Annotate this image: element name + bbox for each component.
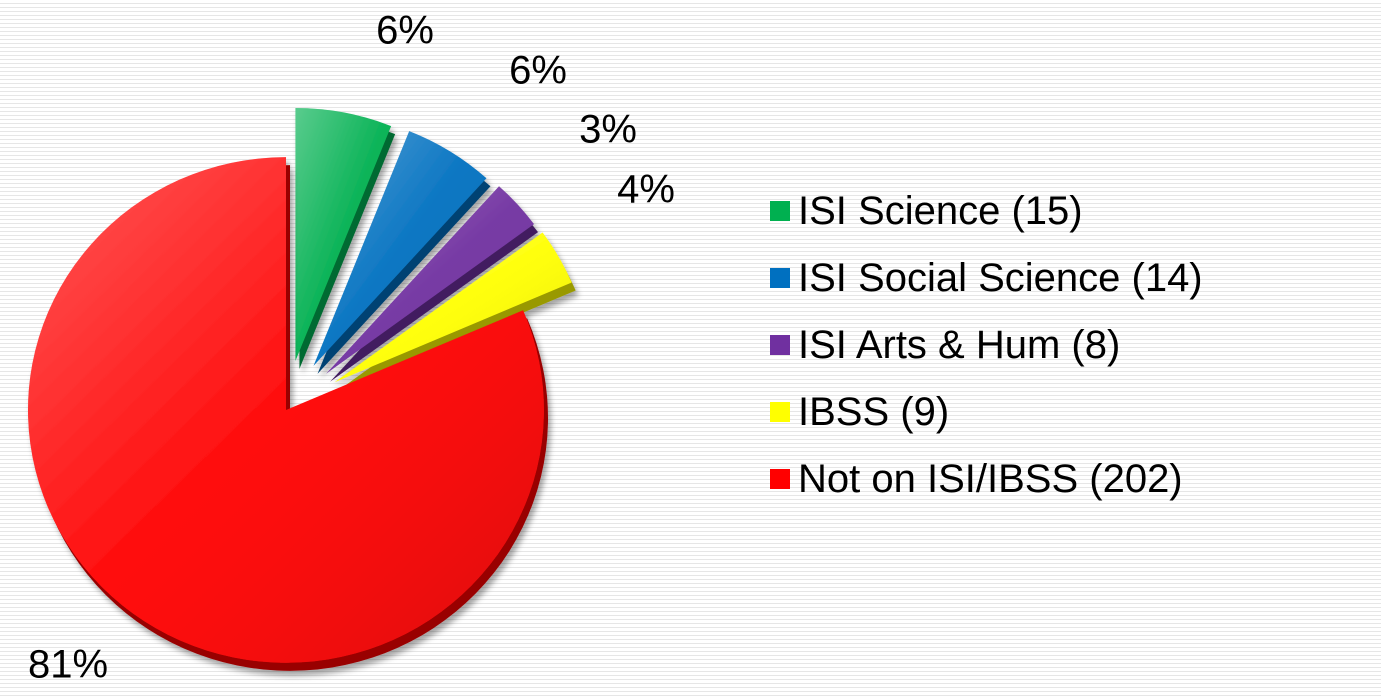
- legend-item-isi-science: ISI Science (15): [770, 184, 1370, 238]
- pie-slice-gloss: [313, 131, 487, 366]
- pie-slice-2: [313, 131, 491, 374]
- pie-slice-3: [326, 186, 539, 382]
- legend-label: ISI Social Science (14): [798, 256, 1203, 300]
- slice-percent-label: 6%: [509, 49, 567, 93]
- slice-percent-label: 81%: [28, 643, 108, 687]
- slice-percent-label: 3%: [579, 108, 637, 152]
- pie-slice-gloss: [326, 186, 535, 374]
- legend-label: Not on ISI/IBSS (202): [798, 457, 1183, 501]
- pie-slice-1: [295, 108, 396, 369]
- legend-label: IBSS (9): [798, 390, 950, 434]
- legend-swatch: [770, 201, 790, 221]
- pie-slice-gloss: [334, 232, 572, 383]
- legend-item-isi-social-science: ISI Social Science (14): [770, 251, 1370, 305]
- pie-slice-5: [27, 157, 548, 671]
- legend-item-ibss: IBSS (9): [770, 385, 1370, 439]
- legend-swatch: [770, 335, 790, 355]
- legend-swatch: [770, 268, 790, 288]
- slice-percent-label: 4%: [617, 168, 675, 212]
- pie-slice-gloss: [295, 108, 392, 361]
- legend-item-not-on-isi-ibss: Not on ISI/IBSS (202): [770, 452, 1370, 506]
- pie-slice-4: [334, 232, 576, 391]
- legend-label: ISI Arts & Hum (8): [798, 323, 1121, 367]
- legend-swatch: [770, 402, 790, 422]
- chart-legend: ISI Science (15) ISI Social Science (14)…: [770, 184, 1370, 519]
- legend-swatch: [770, 469, 790, 489]
- slice-percent-label: 6%: [376, 9, 434, 53]
- legend-label: ISI Science (15): [798, 189, 1083, 233]
- pie-slice-gloss: [27, 157, 544, 663]
- legend-item-isi-arts-hum: ISI Arts & Hum (8): [770, 318, 1370, 372]
